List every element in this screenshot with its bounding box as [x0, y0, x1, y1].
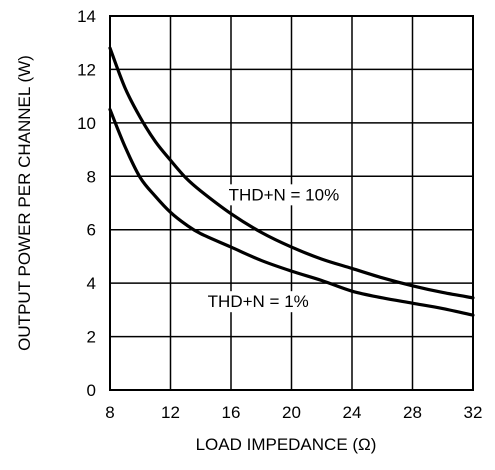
plot-frame [109, 15, 474, 391]
annotation-background [224, 184, 344, 206]
y-tick-label: 2 [87, 328, 96, 347]
y-tick-label: 4 [87, 274, 96, 293]
series-layer [108, 46, 475, 317]
grid-layer [109, 15, 474, 391]
annotation-layer: THD+N = 10% THD+N = 1% [203, 184, 344, 313]
x-tick-label: 24 [343, 403, 362, 422]
x-tick-label: 32 [464, 403, 483, 422]
thd-1-label: THD+N = 1% [208, 292, 309, 311]
frame-layer [109, 15, 474, 391]
annotation-background [203, 291, 313, 313]
x-tick-label: 28 [403, 403, 422, 422]
y-tick-label: 10 [77, 114, 96, 133]
x-tick-label: 12 [161, 403, 180, 422]
thd-10-curve [108, 46, 475, 300]
x-tick-label: 16 [222, 403, 241, 422]
x-tick-label: 8 [105, 403, 114, 422]
y-tick-label: 8 [87, 167, 96, 186]
y-tick-label: 14 [77, 7, 96, 26]
y-tick-label: 0 [87, 381, 96, 400]
y-axis-title: OUTPUT POWER PER CHANNEL (W) [15, 55, 34, 351]
x-tick-label: 20 [282, 403, 301, 422]
x-axis-title: LOAD IMPEDANCE (Ω) [196, 435, 377, 454]
thd-10-label: THD+N = 10% [229, 185, 340, 204]
thd-1-curve [108, 107, 475, 317]
y-tick-label: 12 [77, 60, 96, 79]
y-tick-label: 6 [87, 221, 96, 240]
